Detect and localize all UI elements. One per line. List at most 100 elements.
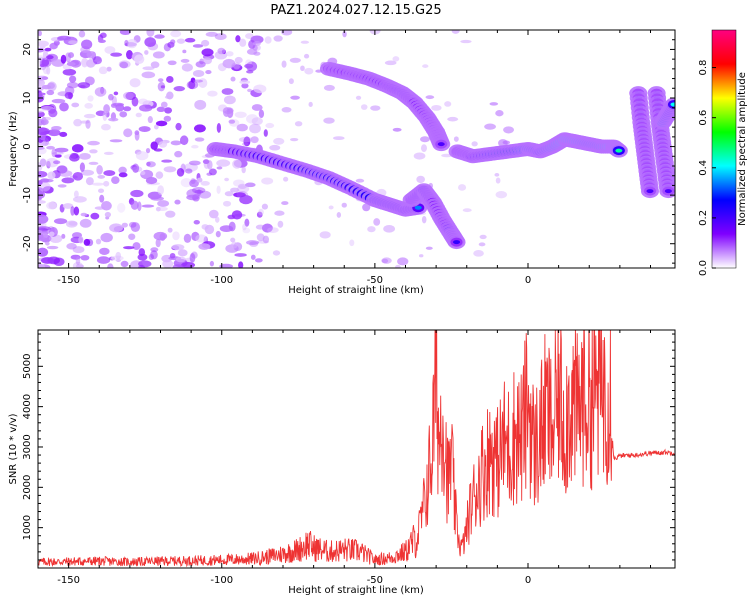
noise-blob <box>71 144 84 153</box>
x-tick-label: -100 <box>210 275 233 286</box>
noise-blob <box>46 160 51 169</box>
noise-blob <box>495 191 508 199</box>
noise-blob <box>328 205 334 210</box>
noise-blob <box>72 171 84 181</box>
noise-blob <box>397 257 409 266</box>
noise-blob <box>87 140 100 146</box>
noise-blob <box>228 221 236 232</box>
noise-blob <box>104 211 111 218</box>
noise-blob <box>120 260 129 268</box>
noise-blob <box>53 218 68 225</box>
noise-blob <box>193 220 200 225</box>
noise-blob <box>130 222 141 233</box>
noise-blob <box>49 42 58 50</box>
snr-x-label: Height of straight line (km) <box>288 585 424 596</box>
noise-blob <box>38 40 49 47</box>
noise-blob <box>196 177 203 183</box>
noise-blob <box>169 252 176 259</box>
snr-marks <box>38 330 675 568</box>
noise-blob <box>78 30 86 38</box>
noise-blob <box>207 90 218 97</box>
noise-blob <box>47 129 61 137</box>
noise-blob <box>153 231 168 241</box>
noise-blob <box>130 189 144 198</box>
noise-blob <box>230 237 236 243</box>
noise-blob <box>161 159 173 163</box>
noise-blob <box>341 202 347 208</box>
x-tick-label: -150 <box>57 275 80 286</box>
noise-blob <box>425 95 435 100</box>
noise-blob <box>38 226 51 231</box>
noise-blob <box>355 95 362 100</box>
noise-blob <box>261 223 273 233</box>
noise-blob <box>422 64 429 68</box>
noise-blob <box>370 105 381 111</box>
noise-blob <box>167 60 177 66</box>
noise-blob <box>69 154 80 162</box>
noise-blob <box>189 252 196 263</box>
noise-blob <box>195 61 206 68</box>
noise-blob <box>150 196 164 201</box>
noise-blob <box>38 162 43 172</box>
noise-blob <box>303 53 310 59</box>
noise-blob <box>230 187 240 193</box>
snr-x-ticks: -150 -100 -50 0 <box>37 330 651 586</box>
noise-blob <box>180 58 190 63</box>
noise-blob <box>123 106 132 112</box>
noise-blob <box>453 136 459 142</box>
noise-blob <box>145 176 158 185</box>
noise-blob <box>170 39 176 45</box>
noise-blob <box>194 137 205 142</box>
noise-blob <box>202 57 212 65</box>
noise-blob <box>47 82 55 89</box>
noise-blob <box>123 91 134 100</box>
noise-blob <box>68 40 78 45</box>
noise-blob <box>38 30 42 37</box>
noise-blob <box>349 239 355 247</box>
noise-blob <box>132 166 143 173</box>
noise-blob <box>289 57 301 63</box>
noise-blob <box>355 178 365 183</box>
noise-blob <box>413 152 426 160</box>
noise-blob <box>170 30 182 38</box>
feature-tail-1 <box>629 86 659 199</box>
noise-blob <box>209 260 215 267</box>
noise-blob <box>202 159 210 165</box>
colorbar-tick-label: 0.6 <box>698 110 709 126</box>
noise-blob <box>150 61 160 69</box>
noise-blob <box>134 131 140 141</box>
noise-blob <box>96 165 103 175</box>
noise-blob <box>54 154 62 158</box>
noise-blob <box>128 233 136 240</box>
noise-blob <box>66 243 77 250</box>
noise-blob <box>216 159 231 167</box>
noise-blob <box>95 110 106 117</box>
noise-blob <box>173 86 186 92</box>
spectrogram-marks <box>38 30 675 268</box>
noise-blob <box>71 102 80 108</box>
noise-blob <box>97 174 106 179</box>
noise-blob <box>47 171 56 180</box>
noise-blob <box>88 161 99 165</box>
noise-blob <box>236 123 248 132</box>
spectrogram-frame <box>37 29 676 269</box>
noise-blob <box>145 147 151 154</box>
noise-blob <box>217 47 226 55</box>
noise-blob <box>138 264 145 268</box>
noise-blob <box>101 123 111 131</box>
noise-blob <box>110 52 123 57</box>
noise-blob <box>192 44 204 48</box>
noise-blob <box>283 176 289 182</box>
noise-blob <box>495 177 501 184</box>
noise-blob <box>99 247 110 255</box>
noise-blob <box>109 139 123 143</box>
noise-blob <box>381 258 389 264</box>
noise-blob <box>198 78 208 88</box>
colorbar-label: Normalized spectral amplitude <box>737 72 748 226</box>
noise-blob <box>155 206 161 212</box>
noise-blob <box>167 227 173 233</box>
noise-blob <box>250 136 259 144</box>
spectrogram-y-label: Frequency (Hz) <box>8 111 19 187</box>
noise-blob <box>395 264 401 268</box>
noise-blob <box>272 250 281 256</box>
